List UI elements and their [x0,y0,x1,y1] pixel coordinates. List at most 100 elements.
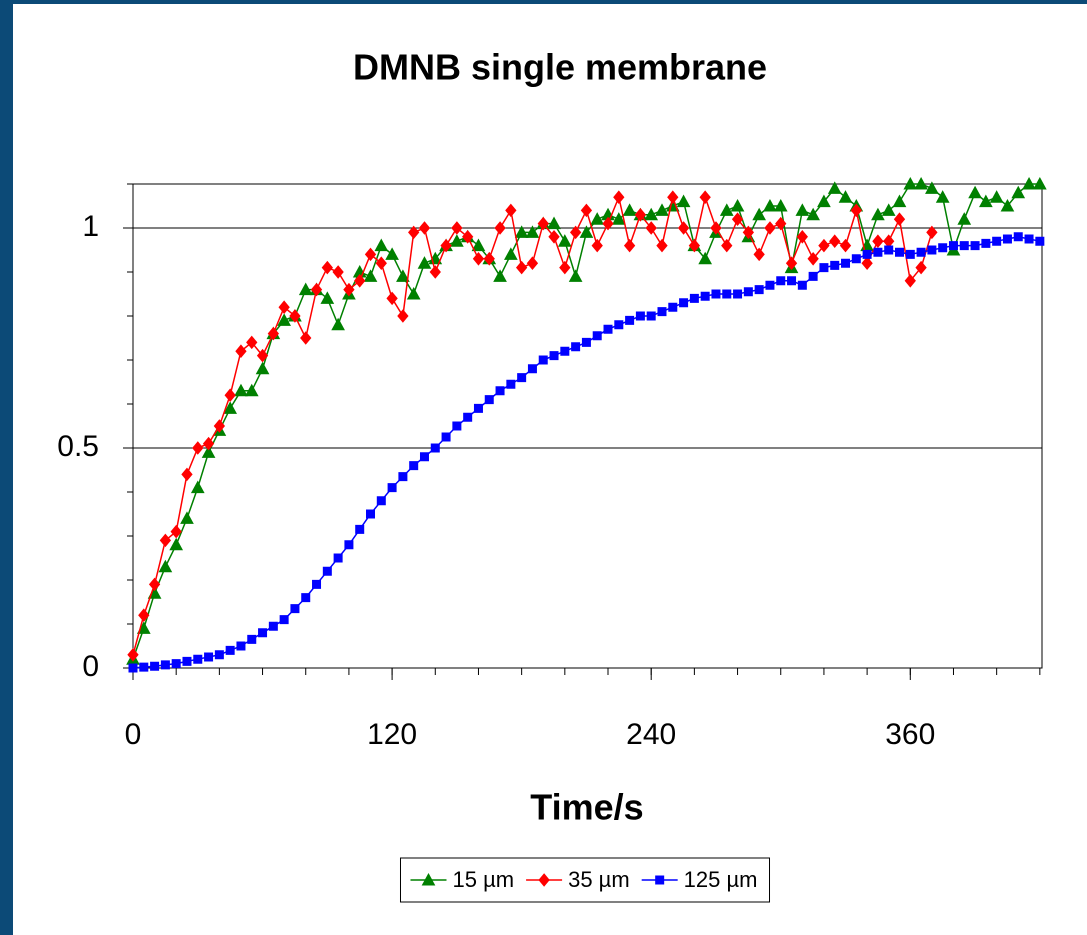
marker [409,461,419,471]
x-tick-label: 360 [885,718,935,751]
marker [363,269,378,282]
marker [959,241,969,251]
legend-label: 35 µm [568,867,630,892]
marker [625,315,635,325]
x-tick-label: 120 [367,718,417,751]
marker [764,221,776,235]
marker [581,337,591,347]
marker [258,628,268,638]
marker [884,245,894,255]
marker [505,203,517,218]
marker [450,234,464,247]
marker [970,241,980,251]
marker [385,247,399,260]
marker [547,216,561,230]
marker [1032,176,1047,190]
marker [515,260,528,275]
marker [246,335,258,350]
marker [981,238,991,248]
marker [268,621,278,631]
marker [752,207,766,221]
legend-label: 15 µm [452,867,514,892]
marker [201,445,216,458]
marker [267,326,279,341]
marker [471,238,486,252]
marker [968,185,982,199]
marker [719,203,734,216]
marker [700,291,710,301]
marker [938,243,948,253]
marker [730,198,745,212]
marker [925,181,939,194]
marker [417,256,432,269]
marker [635,311,645,321]
marker [225,645,235,655]
marker [537,216,549,231]
marker [366,509,376,519]
marker [841,258,851,268]
marker [850,203,862,218]
marker [667,190,679,204]
marker [182,656,192,666]
marker [644,207,659,221]
marker [646,311,656,321]
marker [763,198,777,212]
marker [525,225,540,238]
marker [202,436,215,451]
marker [743,287,753,297]
marker [679,298,689,308]
marker [785,256,798,270]
marker [277,313,291,326]
marker [127,648,139,662]
marker [495,386,505,396]
marker [493,269,507,282]
marker [408,225,420,240]
marker [1022,176,1036,190]
legend: 15 µm 35 µm 125 µm [399,857,771,903]
y-tick-label: 1 [82,210,99,243]
marker [806,207,820,221]
x-tick-label: 240 [626,718,676,751]
chart-background [13,4,1087,935]
legend-box [399,857,771,903]
marker [128,663,138,673]
marker [301,593,311,603]
marker [579,225,594,238]
marker [808,271,818,281]
marker [569,225,582,240]
marker [655,875,665,885]
y-tick-label: 0.5 [57,430,99,463]
marker [419,452,429,462]
marker [560,346,570,356]
marker [289,309,301,323]
marker [333,553,343,563]
marker [677,221,690,235]
marker [298,282,313,296]
marker [429,265,441,279]
chart-title: DMNB single membrane [353,47,767,88]
marker [926,225,938,240]
plot-frame [132,183,1043,669]
marker [721,238,733,253]
marker [440,238,452,253]
marker [387,483,397,493]
marker [915,260,927,275]
marker [538,355,548,365]
marker [1011,185,1026,199]
marker [613,190,625,204]
marker [948,241,958,251]
marker [150,661,160,671]
marker [321,260,333,275]
marker [775,216,787,231]
marker [344,540,354,550]
marker [527,364,537,374]
marker [375,256,387,270]
marker [332,265,344,279]
marker [557,234,572,247]
marker [568,269,583,282]
marker [247,634,257,644]
marker [851,254,861,264]
marker [549,351,559,361]
marker [171,659,181,669]
